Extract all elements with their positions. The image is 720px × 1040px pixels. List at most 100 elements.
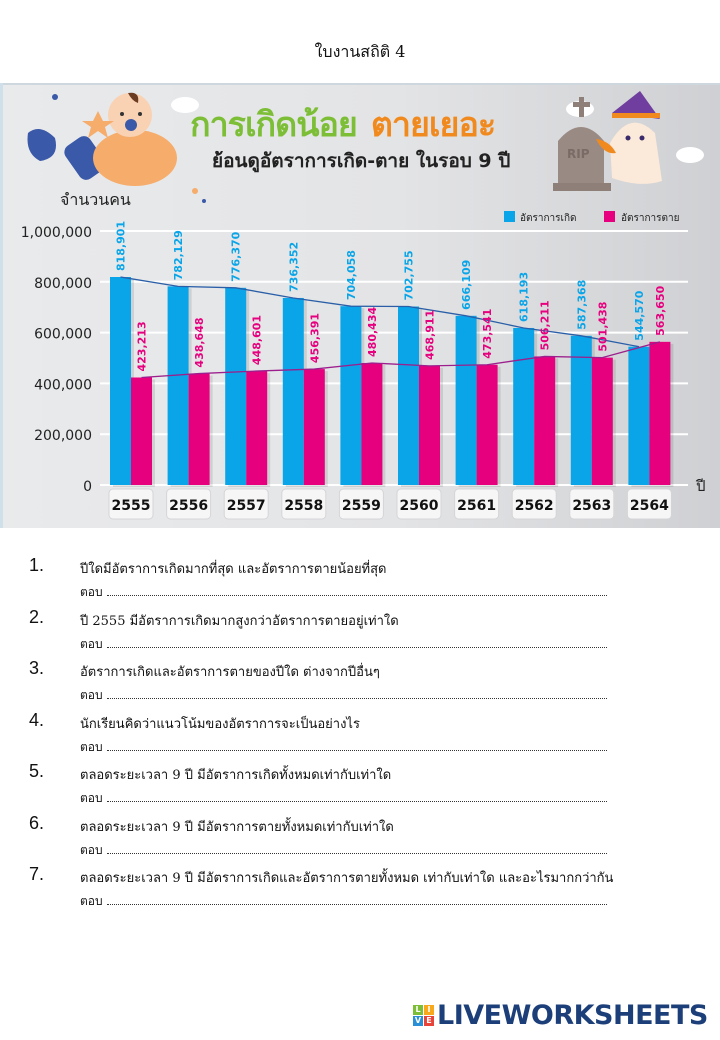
bar-births bbox=[398, 306, 419, 485]
question-number: 1. bbox=[29, 555, 45, 575]
question-text: ปี 2555 มีอัตราการเกิดมากสูงกว่าอัตราการ… bbox=[80, 613, 399, 629]
bar-births bbox=[570, 335, 592, 485]
answer-dotted-line[interactable] bbox=[106, 844, 607, 854]
label-deaths: 468,911 bbox=[424, 310, 437, 360]
question-number: 3. bbox=[29, 658, 45, 678]
answer-line[interactable]: ตอบ bbox=[80, 635, 607, 654]
y-axis-ticks: 0 200,000 400,000 600,000 800,000 1,000,000 bbox=[21, 225, 92, 495]
legend-label-deaths: อัตราการตาย bbox=[621, 213, 680, 224]
x-tick-tab bbox=[166, 488, 212, 520]
bar-births bbox=[167, 286, 189, 485]
frame-left-border bbox=[0, 83, 3, 528]
page-title: ใบงานสถิติ 4 bbox=[314, 42, 406, 61]
question-text: อัตราการเกิดและอัตราการตายของปีใด ต่างจา… bbox=[80, 665, 380, 680]
bar-births bbox=[110, 276, 131, 485]
label-deaths: 480,434 bbox=[366, 307, 379, 357]
decorations: RIP bbox=[27, 91, 704, 203]
label-births: 818,901 bbox=[115, 221, 128, 271]
x-tick-tab bbox=[338, 488, 384, 520]
answer-label: ตอบ bbox=[80, 688, 103, 702]
answer-dotted-line[interactable] bbox=[106, 741, 607, 751]
answer-line[interactable]: ตอบ bbox=[80, 583, 607, 602]
legend-label-births: อัตราการเกิด bbox=[520, 213, 577, 224]
logo-block-letter: E bbox=[424, 1015, 434, 1026]
label-deaths: 501,438 bbox=[596, 302, 609, 352]
answer-label: ตอบ bbox=[80, 585, 103, 599]
bar-deaths bbox=[649, 341, 671, 485]
bar-births bbox=[282, 297, 304, 485]
answer-line[interactable]: ตอบ bbox=[80, 841, 607, 860]
label-births: 704,058 bbox=[345, 250, 358, 300]
logo-wordmark: LIVEWORKSHEETS bbox=[437, 999, 708, 1031]
tombstone-rip-text: RIP bbox=[567, 147, 590, 161]
question-text: นักเรียนคิดว่าแนวโน้มของอัตราการจะเป็นอย… bbox=[80, 716, 360, 732]
x-axis-label: ปี bbox=[695, 477, 705, 495]
x-tick-label: 2561 bbox=[457, 498, 496, 514]
bar-deaths bbox=[476, 364, 498, 485]
label-deaths: 448,601 bbox=[251, 315, 264, 365]
bar-births bbox=[628, 346, 650, 485]
x-axis-ticks: 2555 2556 2557 2558 2559 2560 2561 2562 2563 2564 bbox=[108, 488, 672, 520]
x-tick-label: 2562 bbox=[515, 498, 554, 514]
logo-block-letter: V bbox=[413, 1015, 423, 1026]
question-text: ตลอดระยะเวลา 9 ปี มีอัตราการตายทั้งหมดเท… bbox=[80, 819, 394, 835]
bar-deaths bbox=[534, 356, 556, 485]
y-tick-label: 800,000 bbox=[34, 276, 92, 292]
label-births: 666,109 bbox=[460, 260, 473, 310]
answer-dotted-line[interactable] bbox=[106, 689, 607, 699]
subtitle: ย้อนดูอัตราการเกิด-ตาย ในรอบ 9 ปี bbox=[212, 150, 511, 172]
question-number: 7. bbox=[29, 864, 45, 884]
answer-dotted-line[interactable] bbox=[106, 792, 607, 802]
bar-chart: จำนวนคน ปี อัตราการเกิด อัตราการตาย 0 200,… bbox=[21, 190, 706, 520]
x-tick-tab bbox=[626, 488, 672, 520]
answer-line[interactable]: ตอบ bbox=[80, 789, 607, 808]
frame-top-border bbox=[0, 83, 720, 85]
answer-label: ตอบ bbox=[80, 894, 103, 908]
question-text: ตลอดระยะเวลา 9 ปี มีอัตราการเกิดและอัตรา… bbox=[80, 871, 614, 886]
answer-dotted-line[interactable] bbox=[106, 895, 607, 905]
label-deaths: 563,650 bbox=[654, 285, 667, 335]
x-tick-label: 2558 bbox=[284, 498, 323, 514]
answer-label: ตอบ bbox=[80, 842, 103, 857]
logo-block-letter: L bbox=[413, 1004, 423, 1015]
label-deaths: 456,391 bbox=[308, 313, 321, 363]
headline-deaths-many: ตายเยอะ bbox=[370, 105, 496, 145]
answer-line[interactable]: ตอบ bbox=[80, 738, 607, 757]
question-number: 2. bbox=[29, 606, 45, 627]
y-tick-label: 600,000 bbox=[34, 327, 92, 343]
answer-label: ตอบ bbox=[80, 636, 103, 651]
trend-lines bbox=[120, 276, 661, 379]
question-text: ปีใดมีอัตราการเกิดมากที่สุด และอัตราการต… bbox=[80, 562, 387, 577]
legend-swatch-deaths bbox=[604, 211, 615, 222]
bar-deaths bbox=[419, 365, 440, 485]
bar-deaths bbox=[361, 362, 383, 485]
x-tick-tab bbox=[108, 488, 154, 520]
bar-value-labels: 818,901 423,213 782,129 438,648 776,370 448,6… bbox=[115, 221, 667, 372]
x-tick-label: 2556 bbox=[169, 498, 208, 514]
answer-line[interactable]: ตอบ bbox=[80, 686, 607, 705]
label-births: 544,570 bbox=[633, 290, 646, 340]
legend: อัตราการเกิด อัตราการตาย bbox=[504, 211, 680, 224]
bar-deaths bbox=[131, 377, 152, 485]
answer-label: ตอบ bbox=[80, 739, 103, 754]
label-births: 702,755 bbox=[403, 250, 416, 300]
question-number: 5. bbox=[29, 761, 45, 781]
bar-births bbox=[455, 315, 477, 485]
answer-dotted-line[interactable] bbox=[106, 586, 607, 596]
y-tick-label: 1,000,000 bbox=[21, 225, 92, 241]
y-tick-label: 200,000 bbox=[34, 428, 92, 444]
answer-line[interactable]: ตอบ bbox=[80, 892, 607, 911]
x-tick-label: 2563 bbox=[572, 498, 611, 514]
logo-block-letter: I bbox=[424, 1004, 434, 1015]
trend-line-births bbox=[120, 276, 640, 348]
label-deaths: 423,213 bbox=[136, 321, 149, 371]
bar-births bbox=[513, 327, 535, 485]
label-births: 618,193 bbox=[518, 272, 531, 322]
answer-dotted-line[interactable] bbox=[106, 638, 607, 648]
headline-births-few: การเกิดน้อย bbox=[190, 105, 358, 145]
label-births: 782,129 bbox=[172, 230, 185, 280]
answer-label: ตอบ bbox=[80, 791, 103, 805]
bar-deaths bbox=[188, 373, 210, 485]
